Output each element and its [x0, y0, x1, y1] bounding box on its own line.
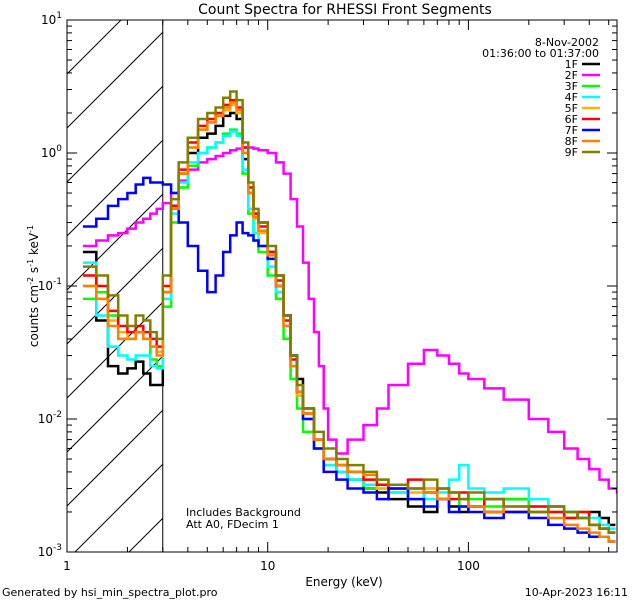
series-line-9f: [82, 90, 616, 534]
legend-label-9f: 9F: [565, 146, 578, 159]
annotation-background: Includes Background: [186, 506, 301, 519]
hatch-line: [74, 463, 164, 553]
y-tick-label: 10-3: [38, 543, 62, 559]
hatch-line: [66, 193, 164, 291]
shaded-region: [66, 19, 164, 553]
y-tick-labels: 10-3 10-2 10-1 100 101: [38, 11, 63, 559]
time-range-label: 01:36:00 to 01:37:00: [482, 47, 599, 60]
legend-label-7f: 7F: [565, 124, 578, 137]
legend-label-8f: 8F: [565, 135, 578, 148]
x-tick-labels: 1 10 100: [63, 559, 480, 573]
y-tick-label: 10-1: [38, 277, 62, 293]
footer-timestamp: 10-Apr-2023 16:11: [525, 586, 628, 599]
x-tick-label: 100: [457, 559, 480, 573]
annotation-attenuator: Att A0, FDecim 1: [186, 518, 279, 531]
axis-ticks: [66, 20, 617, 553]
x-tick-label: 1: [63, 559, 71, 573]
y-tick-label: 10-2: [38, 410, 62, 426]
legend-label-4f: 4F: [565, 91, 578, 104]
date-label: 8-Nov-2002: [535, 36, 599, 49]
chart-title: Count Spectra for RHESSI Front Segments: [198, 2, 492, 18]
hatch-line: [66, 409, 164, 507]
legend-label-6f: 6F: [565, 113, 578, 126]
series-lines: [82, 90, 617, 543]
y-tick-label: 100: [41, 144, 62, 160]
hatch-line: [66, 19, 122, 75]
hatch-line: [128, 517, 164, 553]
x-axis-label: Energy (keV): [305, 575, 382, 589]
legend-label-2f: 2F: [565, 69, 578, 82]
legend-label-3f: 3F: [565, 80, 578, 93]
hatch-line: [66, 139, 164, 237]
series-line-2f: [82, 146, 617, 494]
y-tick-label: 101: [41, 11, 62, 27]
hatch-line: [66, 301, 164, 399]
legend-label-5f: 5F: [565, 102, 578, 115]
hatch-line: [66, 85, 164, 183]
legend-label-1f: 1F: [565, 58, 578, 71]
hatch-line: [66, 355, 164, 453]
x-tick-label: 10: [260, 559, 275, 573]
y-axis-label: counts cm-2 s-1 keV-1: [26, 225, 41, 347]
hatch-line: [66, 31, 164, 129]
footer-generated-by: Generated by hsi_min_spectra_plot.pro: [2, 586, 218, 599]
